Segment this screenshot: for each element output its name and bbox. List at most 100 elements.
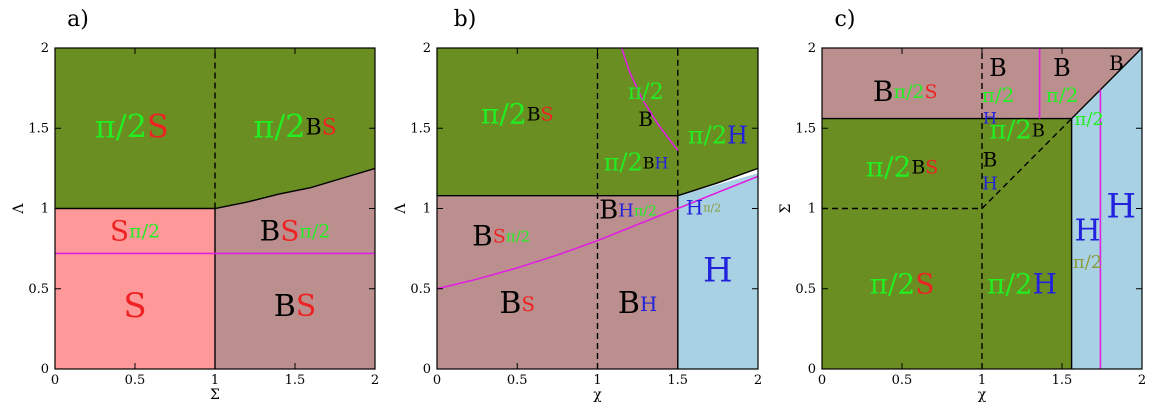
region-label-part: π/2 [866, 150, 912, 183]
region-label: π/2 [982, 83, 1015, 107]
region-label-part: S [322, 115, 337, 140]
x-tick-label: 1.5 [667, 373, 688, 388]
x-axis-label: χ [593, 387, 602, 403]
region-label: BH [618, 286, 658, 321]
region-label: BHπ/2 [599, 196, 657, 226]
region-label: π/2 [628, 80, 664, 105]
region-label-part: π/2 [1046, 83, 1079, 107]
y-tick-label: 2 [423, 41, 431, 56]
x-tick-label: 0 [818, 373, 826, 388]
region-label: π/2B [989, 115, 1045, 145]
region-label-part: H [1106, 187, 1136, 227]
x-tick-label: 1.5 [285, 373, 306, 388]
y-axis-label: Λ [11, 203, 27, 215]
region-label: H [1106, 187, 1136, 227]
region-label-part: B [599, 196, 618, 226]
region-mauve [215, 168, 375, 369]
region-label-part: H [686, 195, 703, 219]
region-label: B [1109, 51, 1124, 75]
region-label-part: B [274, 289, 296, 324]
magenta-curve [436, 175, 759, 290]
region-label: B [1053, 53, 1071, 81]
region-label: π/2H [688, 121, 748, 149]
region-label-part: S [110, 214, 129, 247]
y-tick-label: 1.5 [410, 121, 431, 136]
region-label: Hπ/2 [686, 195, 721, 219]
x-axis-label: χ [978, 387, 987, 403]
region-label-part: π/2 [506, 227, 530, 245]
region-label-part: π/2 [870, 267, 916, 300]
panel-label: a) [67, 7, 89, 32]
y-axis-label: Σ [778, 204, 794, 214]
region-label-part: H [983, 108, 997, 127]
region-label: B [638, 107, 653, 131]
y-tick-label: 1 [41, 202, 49, 217]
region-label-part: π/2 [95, 107, 147, 145]
region-label: π/2BH [604, 148, 669, 176]
region-label-part: H [640, 291, 657, 315]
x-tick-label: 2 [371, 373, 379, 388]
region-label-part: B [911, 156, 925, 178]
dashed-boundary [822, 118, 1073, 210]
region-label-part: H [727, 121, 748, 149]
x-tick-label: 0 [433, 373, 441, 388]
region-label-part: B [643, 153, 655, 172]
region-label-part: B [983, 147, 998, 171]
region-label-part: H [1033, 267, 1057, 300]
y-tick-label: 2 [808, 41, 816, 56]
region-label-part: S [123, 286, 146, 326]
region-label: π/2BS [253, 107, 336, 145]
region-label-part: π/2 [481, 97, 527, 130]
region-label-part: π/2 [634, 204, 657, 220]
region-label-part: π/2 [1073, 252, 1102, 273]
region-label-part: π/2 [989, 115, 1031, 145]
region-label: π/2BS [481, 97, 554, 130]
region-label-part: π/2 [703, 202, 721, 215]
y-tick-label: 1 [423, 202, 431, 217]
region-label-part: B [260, 214, 281, 247]
region-label: H [982, 173, 998, 194]
region-label-part: B [618, 286, 640, 321]
region-label: H [983, 108, 997, 127]
region-label: H [703, 251, 733, 291]
region-label-part: S [521, 291, 535, 315]
region-label: π/2BS [866, 150, 939, 183]
region-pink [55, 208, 215, 369]
region-label: π/2S [95, 107, 169, 145]
magenta-curve [620, 47, 679, 152]
region-label-part: π/2 [893, 81, 924, 103]
region-lightblue [677, 173, 758, 369]
region-label: Bπ/2S [873, 74, 938, 107]
y-tick-label: 0.5 [410, 282, 431, 297]
region-label-part: H [982, 173, 998, 194]
region-label: π/2H [987, 267, 1057, 300]
region-label-part: π/2 [253, 107, 305, 145]
panel-label: b) [454, 7, 477, 32]
phase-boundary [437, 167, 759, 197]
x-tick-label: 2 [754, 373, 762, 388]
region-label-part: B [1032, 120, 1045, 141]
region-label-part: B [1109, 51, 1124, 75]
region-label-part: S [147, 107, 169, 145]
x-tick-label: 0.5 [507, 373, 528, 388]
region-label: π/2 [1075, 109, 1104, 130]
region-label-part: π/2 [987, 267, 1033, 300]
x-axis-label: Σ [210, 387, 220, 403]
y-tick-label: 0 [41, 362, 49, 377]
region-label-part: B [638, 107, 653, 131]
y-tick-label: 0.5 [795, 282, 816, 297]
region-label: Sπ/2 [110, 214, 160, 247]
region-label: π/2 [1046, 83, 1079, 107]
panel-2: 0 0.5 1 1.5 200.511.52χΛb)π/2BSπ/2Bπ/2BHπ/2H… [393, 7, 762, 403]
region-label-part: S [296, 289, 317, 324]
panel-label: c) [835, 7, 856, 32]
region-label-part: S [915, 267, 934, 300]
region-label-part: S [280, 214, 299, 247]
region-label-part: π/2 [299, 221, 330, 243]
x-tick-label: 2 [1138, 373, 1146, 388]
panel-3: 0 0.5 1 1.5 200.511.52χΣc)Bπ/2SBπ/2HBπ/2Bπ/2… [778, 7, 1146, 403]
region-label: S [123, 286, 146, 326]
region-label-part: π/2 [688, 121, 727, 149]
